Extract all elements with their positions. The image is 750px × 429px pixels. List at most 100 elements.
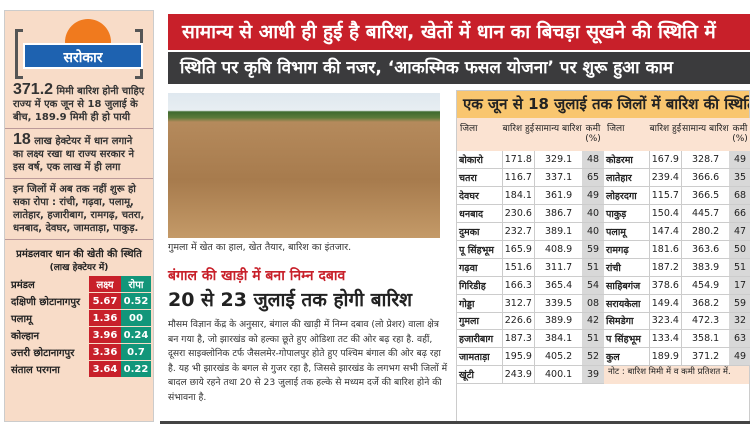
cell: देवघर — [457, 186, 502, 206]
fact-text: मिमी बारिश होनी चाहिए राज्य में एक जून स… — [13, 86, 145, 123]
cell: पाकुड़ — [604, 204, 649, 224]
cell: 0.52 — [121, 293, 151, 309]
cell: 115.7 — [648, 186, 682, 206]
cell: गोड्डा — [457, 294, 502, 313]
cell: 408.9 — [534, 240, 582, 259]
table-row: कोडरमा 167.9 328.7 49 — [604, 151, 750, 170]
column-header: जिला — [457, 118, 502, 151]
cell: 0.24 — [121, 327, 151, 343]
table-row: बोकारो 171.8 329.1 48 — [457, 151, 604, 170]
cell: 239.4 — [648, 168, 682, 188]
cell: 39 — [582, 365, 604, 385]
cell: 35 — [729, 168, 750, 188]
cell: कुल — [604, 347, 649, 367]
cell: 08 — [582, 294, 604, 313]
table-row: साहिबगंज 378.6 454.9 17 — [604, 276, 750, 295]
cell: उत्तरी छोटानागपुर — [11, 348, 75, 359]
table-row: गिरिडीह 166.3 365.4 54 — [457, 276, 604, 295]
cell: 378.6 — [648, 276, 682, 295]
cell: 339.5 — [534, 294, 582, 313]
cell: जामताड़ा — [457, 347, 502, 367]
header-cell: रोपा — [121, 276, 151, 292]
headline-main: सामान्य से आधी ही हुई है बारिश, खेतों मे… — [168, 14, 750, 50]
table-row: संताल परगना 3.64 0.22 — [9, 361, 151, 377]
cell: 329.1 — [534, 151, 582, 170]
cell: साहिबगंज — [604, 276, 649, 295]
column-header: जिला — [604, 118, 649, 151]
table-row: पू सिंहभूम 165.9 408.9 59 — [457, 240, 604, 259]
cell: 445.7 — [681, 204, 729, 224]
cell: 165.9 — [501, 240, 535, 259]
column-header: कमी (%) — [729, 118, 750, 151]
cell: 405.2 — [534, 347, 582, 367]
cell: 147.4 — [648, 222, 682, 241]
story-body: मौसम विज्ञान केंद्र के अनुसार, बंगाल की … — [168, 319, 448, 403]
table-row: हजारीबाग 187.3 384.1 51 — [457, 329, 604, 349]
cell: हजारीबाग — [457, 329, 502, 349]
rainfall-table-right: जिला बारिश हुई सामान्य बारिश कमी (%) कोडरमा 1… — [604, 118, 750, 367]
table-note: नोट : बारिश मिमी में व कमी प्रतिशत में. — [608, 367, 731, 378]
cell: 47 — [729, 222, 750, 241]
story-title: 20 से 23 जुलाई तक होगी बारिश — [168, 289, 413, 311]
table-row: पाकुड़ 150.4 445.7 66 — [604, 204, 750, 224]
cell: 323.4 — [648, 312, 682, 331]
cell: 189.9 — [648, 347, 682, 367]
cell: 389.9 — [534, 312, 582, 331]
cell: 386.7 — [534, 204, 582, 224]
cell: 365.4 — [534, 276, 582, 295]
cell: 371.2 — [681, 347, 729, 367]
cell: 181.6 — [648, 240, 682, 259]
column-header: सामान्य बारिश — [681, 118, 729, 151]
cell: 358.1 — [681, 329, 729, 349]
cell: 3.64 — [89, 361, 121, 377]
cell: सिमडेगा — [604, 312, 649, 331]
rainfall-table-left: जिला बारिश हुई सामान्य बारिश कमी (%) बोकारो 1… — [457, 118, 604, 385]
cell: गुमला — [457, 312, 502, 331]
table-row: सिमडेगा 323.4 472.3 32 — [604, 312, 750, 331]
rainfall-table: एक जून से 18 जुलाई तक जिलों में बारिश की… — [456, 90, 750, 422]
cell: 311.7 — [534, 258, 582, 277]
cell: 368.2 — [681, 294, 729, 313]
cell: खूंटी — [457, 365, 502, 385]
division-table: प्रमंडल लक्ष्य रोपा दक्षिणी छोटानागपुर 5.67 0… — [9, 275, 151, 378]
table-row: रामगढ़ 181.6 363.6 50 — [604, 240, 750, 259]
cell: लोहरदगा — [604, 186, 649, 206]
division-table-subtitle: (लाख हेक्टेयर में) — [49, 263, 109, 273]
cell: 17 — [729, 276, 750, 295]
cell: 195.9 — [501, 347, 535, 367]
cell: धनबाद — [457, 204, 502, 224]
cell: 51 — [582, 329, 604, 349]
fact-number: 18 — [13, 131, 31, 148]
cell: गढ़वा — [457, 258, 502, 277]
cell: 51 — [729, 258, 750, 277]
cell: 383.9 — [681, 258, 729, 277]
table-row: देवघर 184.1 361.9 49 — [457, 186, 604, 206]
table-row: दक्षिणी छोटानागपुर 5.67 0.52 — [9, 293, 151, 309]
rainfall-table-title: एक जून से 18 जुलाई तक जिलों में बारिश की… — [457, 91, 749, 118]
division-table-header: प्रमंडल लक्ष्य रोपा — [9, 276, 151, 292]
fact-item: इन जिलों में अब तक नहीं शुरू हो सका रोपा… — [5, 179, 153, 240]
cell: 187.2 — [648, 258, 682, 277]
cell: 363.6 — [681, 240, 729, 259]
headline-secondary: स्थिति पर कृषि विभाग की नजर, ‘आकस्मिक फस… — [168, 52, 750, 84]
cell: 187.3 — [501, 329, 535, 349]
fact-item: 371.2 मिमी बारिश होनी चाहिए राज्य में एक… — [5, 79, 153, 129]
table-row: धनबाद 230.6 386.7 40 — [457, 204, 604, 224]
cell: 40 — [582, 222, 604, 241]
table-row: खूंटी 243.9 400.1 39 — [457, 365, 604, 385]
cell: 150.4 — [648, 204, 682, 224]
table-row: जामताड़ा 195.9 405.2 52 — [457, 347, 604, 367]
table-row: कोल्हान 3.96 0.24 — [9, 327, 151, 343]
table-row: पलामू 147.4 280.2 47 — [604, 222, 750, 241]
table-row: दुमका 232.7 389.1 40 — [457, 222, 604, 241]
cell: 133.4 — [648, 329, 682, 349]
cell: लातेहार — [604, 168, 649, 188]
header-cell: लक्ष्य — [89, 276, 121, 292]
cell: 280.2 — [681, 222, 729, 241]
cell: 49 — [729, 151, 750, 170]
cell: 243.9 — [501, 365, 535, 385]
table-row: गोड्डा 312.7 339.5 08 — [457, 294, 604, 313]
cell: 230.6 — [501, 204, 535, 224]
cell: 312.7 — [501, 294, 535, 313]
bottom-rule — [160, 421, 750, 424]
